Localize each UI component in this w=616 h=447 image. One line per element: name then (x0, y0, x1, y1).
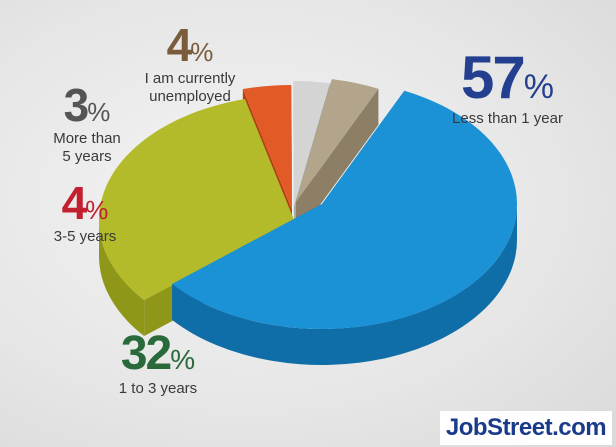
slice-label-line-1: More than (53, 130, 121, 147)
slice-top-face (296, 79, 379, 202)
slice-label: 1 to 3 years (118, 380, 198, 397)
percent-value: 4 (166, 19, 193, 71)
percent-symbol: % (87, 97, 111, 127)
slice-label-line-1: I am currently (144, 70, 236, 87)
percent-symbol: % (190, 37, 214, 67)
slice-label: 3-5 years (53, 228, 117, 245)
percent-value: 57 (461, 44, 526, 111)
slice-top-face (293, 81, 330, 206)
slice-label-line-2: 5 years (62, 148, 112, 165)
percent-symbol: % (170, 344, 196, 375)
label-less-than-1-year: 57% Less than 1 year (440, 48, 575, 128)
slice-side-wall (99, 220, 145, 337)
pie-slice-less-than-1-year (172, 90, 518, 366)
slice-top-face (98, 99, 294, 301)
percent-value: 4 (61, 177, 88, 229)
label-unemployed: 4% I am currently unemployed (130, 22, 250, 106)
logo-text: JobStreet.com (445, 414, 607, 441)
slice-cut-wall (293, 81, 294, 242)
pie-slice-i-am-currently-unemployed (296, 79, 379, 239)
label-1-to-3-years: 32% 1 to 3 years (102, 330, 214, 398)
percent-value: 3 (63, 79, 90, 131)
label-more-than-5-years: 3% More than 5 years (38, 82, 136, 166)
label-3-5-years: 4% 3-5 years (40, 180, 130, 246)
slice-side-wall (172, 204, 518, 366)
slice-top-face (242, 85, 292, 210)
percent-symbol: % (85, 195, 109, 225)
slice-label: Less than 1 year (452, 110, 563, 127)
percent-value: 32 (120, 327, 172, 380)
slice-top-face (172, 90, 517, 330)
jobstreet-logo: JobStreet.com (440, 411, 612, 445)
slice-cut-wall (296, 88, 379, 239)
slice-label-line-2: unemployed (149, 88, 231, 105)
percent-symbol: % (523, 68, 554, 106)
